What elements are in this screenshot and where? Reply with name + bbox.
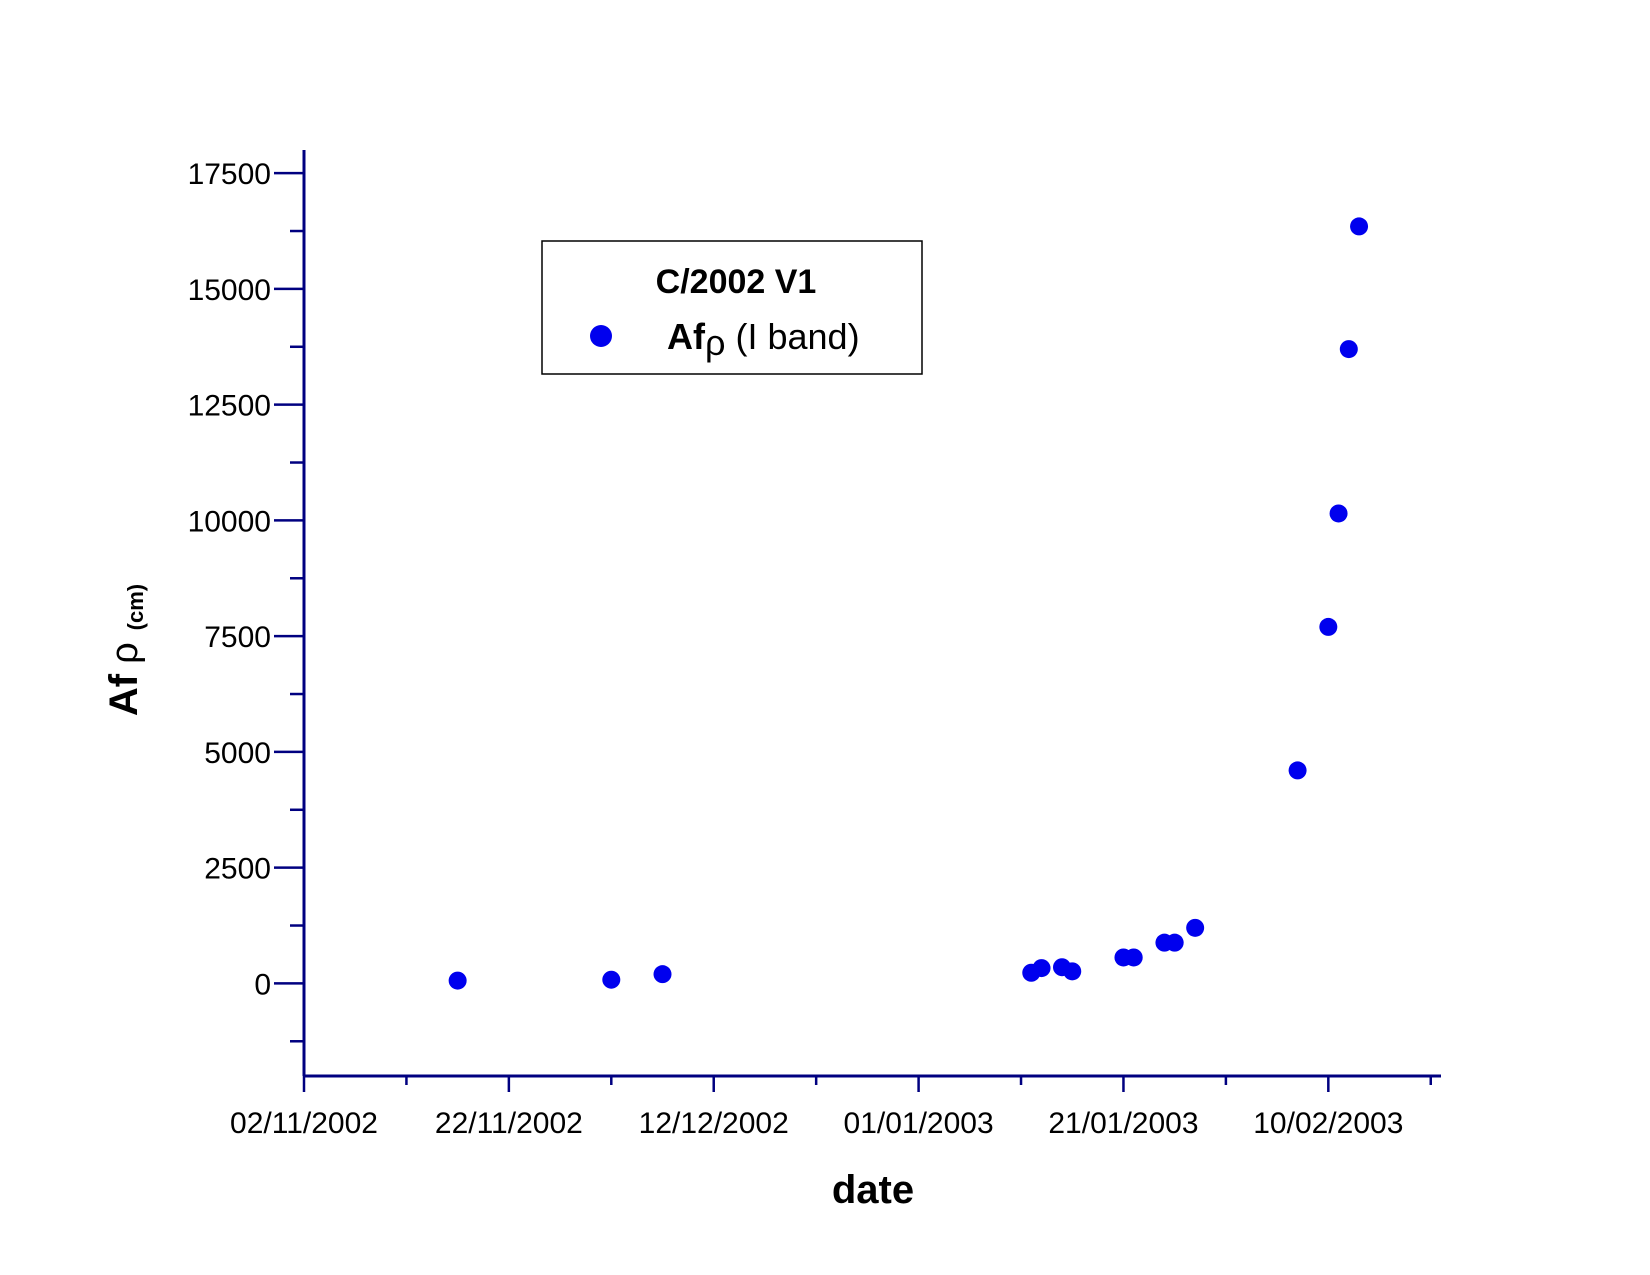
data-point xyxy=(1063,962,1082,981)
legend-entry-rest: (I band) xyxy=(725,316,859,357)
data-point xyxy=(1339,340,1358,359)
y-tick-label: 10000 xyxy=(188,505,271,538)
svg-text:Afρ(cm): Af ρ (cm) xyxy=(102,584,148,716)
data-point xyxy=(1350,217,1369,236)
data-points xyxy=(448,217,1369,990)
data-point xyxy=(1319,617,1338,636)
legend: C/2002 V1 Afρ (I band) xyxy=(541,240,923,375)
x-tick-label: 01/01/2003 xyxy=(844,1107,994,1140)
y-tick-label: 17500 xyxy=(188,158,271,191)
y-axis-title-symbol: ρ xyxy=(104,642,146,664)
y-axis-title-main: Af xyxy=(102,673,146,716)
x-tick-label: 02/11/2002 xyxy=(230,1107,378,1140)
data-point xyxy=(1165,933,1184,952)
y-tick-label: 0 xyxy=(254,968,271,1001)
x-axis-title: date xyxy=(832,1168,914,1212)
legend-entry-symbol: ρ xyxy=(705,322,725,363)
y-axis-title: Af ρ (cm) xyxy=(102,584,148,716)
data-point xyxy=(448,971,467,990)
x-tick-label: 12/12/2002 xyxy=(639,1107,789,1140)
y-tick-label: 7500 xyxy=(204,621,271,654)
data-point xyxy=(653,965,672,984)
ticks: 0 2500 5000 7500 10000 12500 15000 17500 02/11/2… xyxy=(188,158,1433,1140)
legend-box xyxy=(541,240,923,375)
y-tick-label: 2500 xyxy=(204,853,271,886)
data-point xyxy=(602,970,621,989)
x-tick-label: 21/01/2003 xyxy=(1048,1107,1198,1140)
data-point xyxy=(1186,918,1205,937)
legend-entry-main: Af xyxy=(667,316,706,357)
legend-entry: Afρ (I band) xyxy=(667,316,860,363)
y-tick-label: 5000 xyxy=(204,737,271,770)
x-tick-label: 22/11/2002 xyxy=(435,1107,583,1140)
legend-marker xyxy=(590,325,612,347)
y-tick-label: 15000 xyxy=(188,274,271,307)
data-point xyxy=(1124,948,1143,967)
data-point xyxy=(1032,959,1051,978)
y-tick-label: 12500 xyxy=(188,390,271,423)
data-point xyxy=(1329,504,1348,523)
y-axis-title-unit: (cm) xyxy=(123,584,148,630)
data-point xyxy=(1288,761,1307,780)
axes xyxy=(302,150,1441,1078)
x-tick-label: 10/02/2003 xyxy=(1253,1107,1403,1140)
legend-title: C/2002 V1 xyxy=(656,263,817,301)
